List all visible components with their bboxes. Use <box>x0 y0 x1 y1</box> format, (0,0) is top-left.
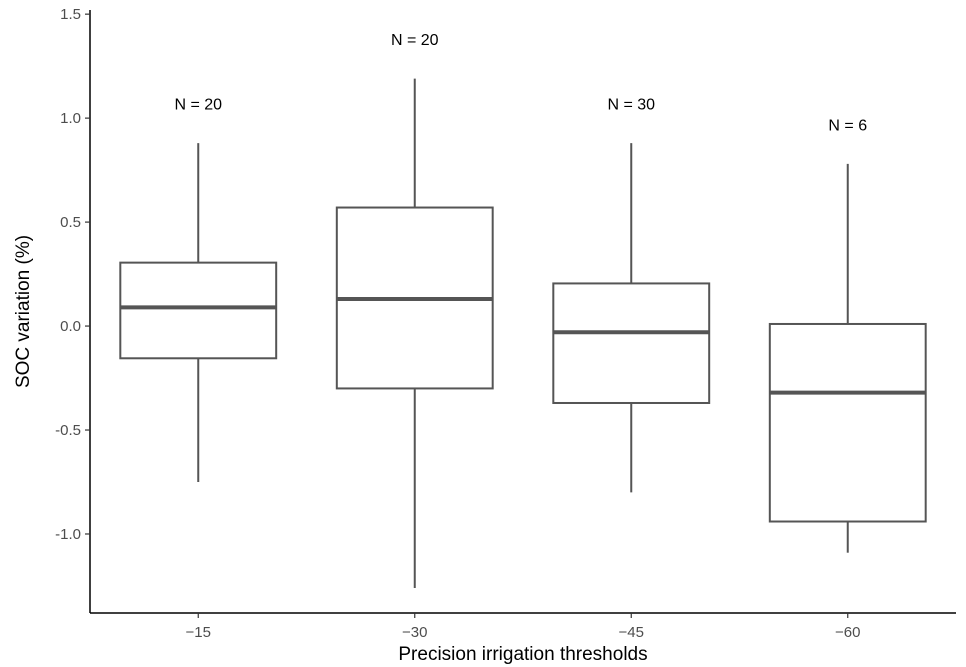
box-iqr <box>768 322 927 523</box>
n-count-label: N = 6 <box>828 117 867 134</box>
y-tick-label: 0.5 <box>60 214 81 231</box>
box-group: N = 6 <box>768 117 927 553</box>
box-group: N = 20 <box>335 32 494 589</box>
x-tick-label: −60 <box>835 624 860 641</box>
y-tick-label: -0.5 <box>55 422 81 439</box>
n-count-label: N = 30 <box>607 97 655 114</box>
y-tick-label: 1.5 <box>60 6 81 23</box>
box-iqr <box>552 282 711 404</box>
n-count-label: N = 20 <box>391 32 439 49</box>
axes-layer <box>89 10 956 614</box>
box-iqr <box>119 261 278 360</box>
x-tick-label: −15 <box>186 624 211 641</box>
boxes-layer: N = 20 N = 20 N = 30 N = 6 <box>119 32 927 589</box>
box-group: N = 30 <box>552 97 711 493</box>
n-count-label: N = 20 <box>174 97 222 114</box>
x-axis-title: Precision irrigation thresholds <box>398 644 647 665</box>
y-tick-label: 0.0 <box>60 318 81 335</box>
x-tick-label: −30 <box>402 624 427 641</box>
ticks-layer: -1.0 -0.5 0.0 0.5 1.0 1.5 −15 −30 −45 −60 <box>55 6 860 641</box>
x-tick-label: −45 <box>619 624 644 641</box>
box-group: N = 20 <box>119 97 278 483</box>
y-tick-label: -1.0 <box>55 526 81 543</box>
y-tick-label: 1.0 <box>60 110 81 127</box>
y-axis-title: SOC variation (%) <box>13 235 34 388</box>
